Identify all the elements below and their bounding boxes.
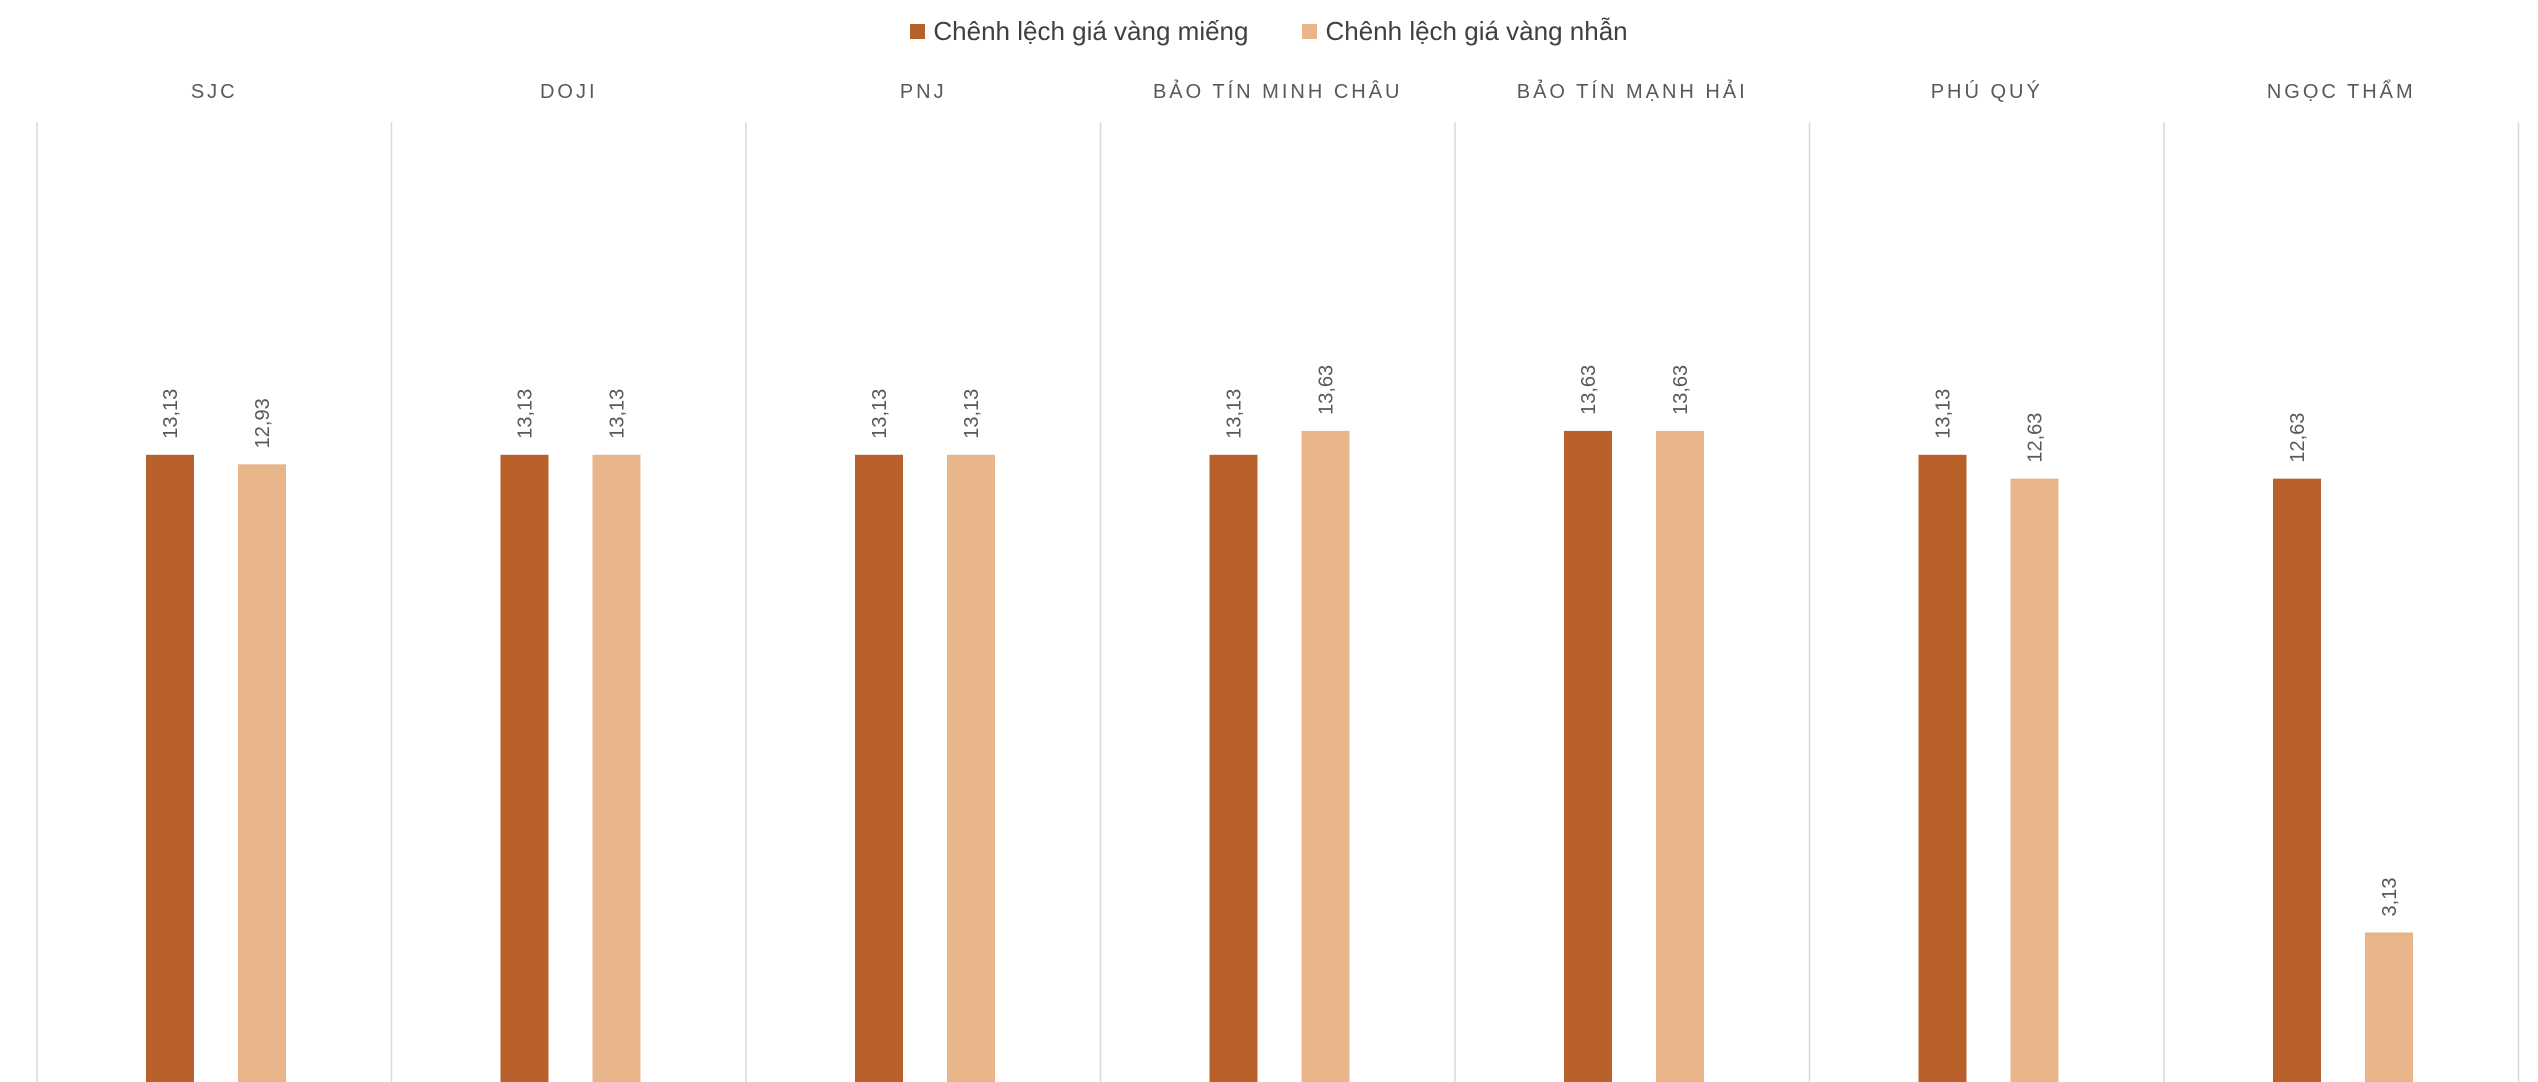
bar <box>2010 478 2059 1082</box>
legend: Chênh lệch giá vàng miếng Chênh lệch giá… <box>0 16 2538 47</box>
legend-swatch-vang-nhan <box>1302 24 1318 39</box>
bar <box>947 454 995 1082</box>
data-label: 12,93 <box>252 398 274 448</box>
category-label: BẢO TÍN MẠNH HẢI <box>1517 80 1748 103</box>
bar <box>1209 454 1258 1082</box>
data-label: 3,13 <box>2379 878 2401 917</box>
bar <box>2273 478 2321 1082</box>
data-label: 13,63 <box>1316 365 1338 415</box>
data-label: 12,63 <box>2287 413 2309 463</box>
data-label: 13,13 <box>961 389 983 439</box>
bar <box>1564 430 1612 1082</box>
data-label: 13,13 <box>515 389 537 439</box>
bar <box>855 454 903 1082</box>
category-label: DOJI <box>540 81 598 103</box>
category-label: PNJ <box>900 81 947 103</box>
bar <box>1301 430 1350 1082</box>
data-label: 13,13 <box>607 389 629 439</box>
category-label: NGỌC THẨM <box>2267 80 2416 103</box>
legend-label-vang-nhan: Chênh lệch giá vàng nhẫn <box>1325 16 1628 46</box>
data-label: 13,63 <box>1670 365 1692 415</box>
bar <box>146 454 194 1082</box>
category-label: SJC <box>191 81 238 103</box>
data-label: 13,13 <box>869 389 891 439</box>
bar <box>592 454 641 1082</box>
category-label: BẢO TÍN MINH CHÂU <box>1153 80 1403 103</box>
bar <box>500 454 549 1082</box>
data-label: 13,13 <box>160 389 182 439</box>
bar <box>238 464 286 1082</box>
legend-item-vang-nhan: Chênh lệch giá vàng nhẫn <box>1302 16 1628 47</box>
category-label: PHÚ QUÝ <box>1931 80 2043 103</box>
data-label: 13,13 <box>1933 389 1955 439</box>
legend-swatch-vang-mieng <box>910 24 926 39</box>
data-label: 13,13 <box>1224 389 1246 439</box>
legend-label-vang-mieng: Chênh lệch giá vàng miếng <box>933 16 1249 46</box>
data-label: 13,63 <box>1578 365 1600 415</box>
bar <box>1918 454 1967 1082</box>
data-label: 12,63 <box>2025 413 2047 463</box>
bar <box>1656 430 1704 1082</box>
legend-item-vang-mieng: Chênh lệch giá vàng miếng <box>910 16 1248 47</box>
bar <box>2365 932 2413 1082</box>
